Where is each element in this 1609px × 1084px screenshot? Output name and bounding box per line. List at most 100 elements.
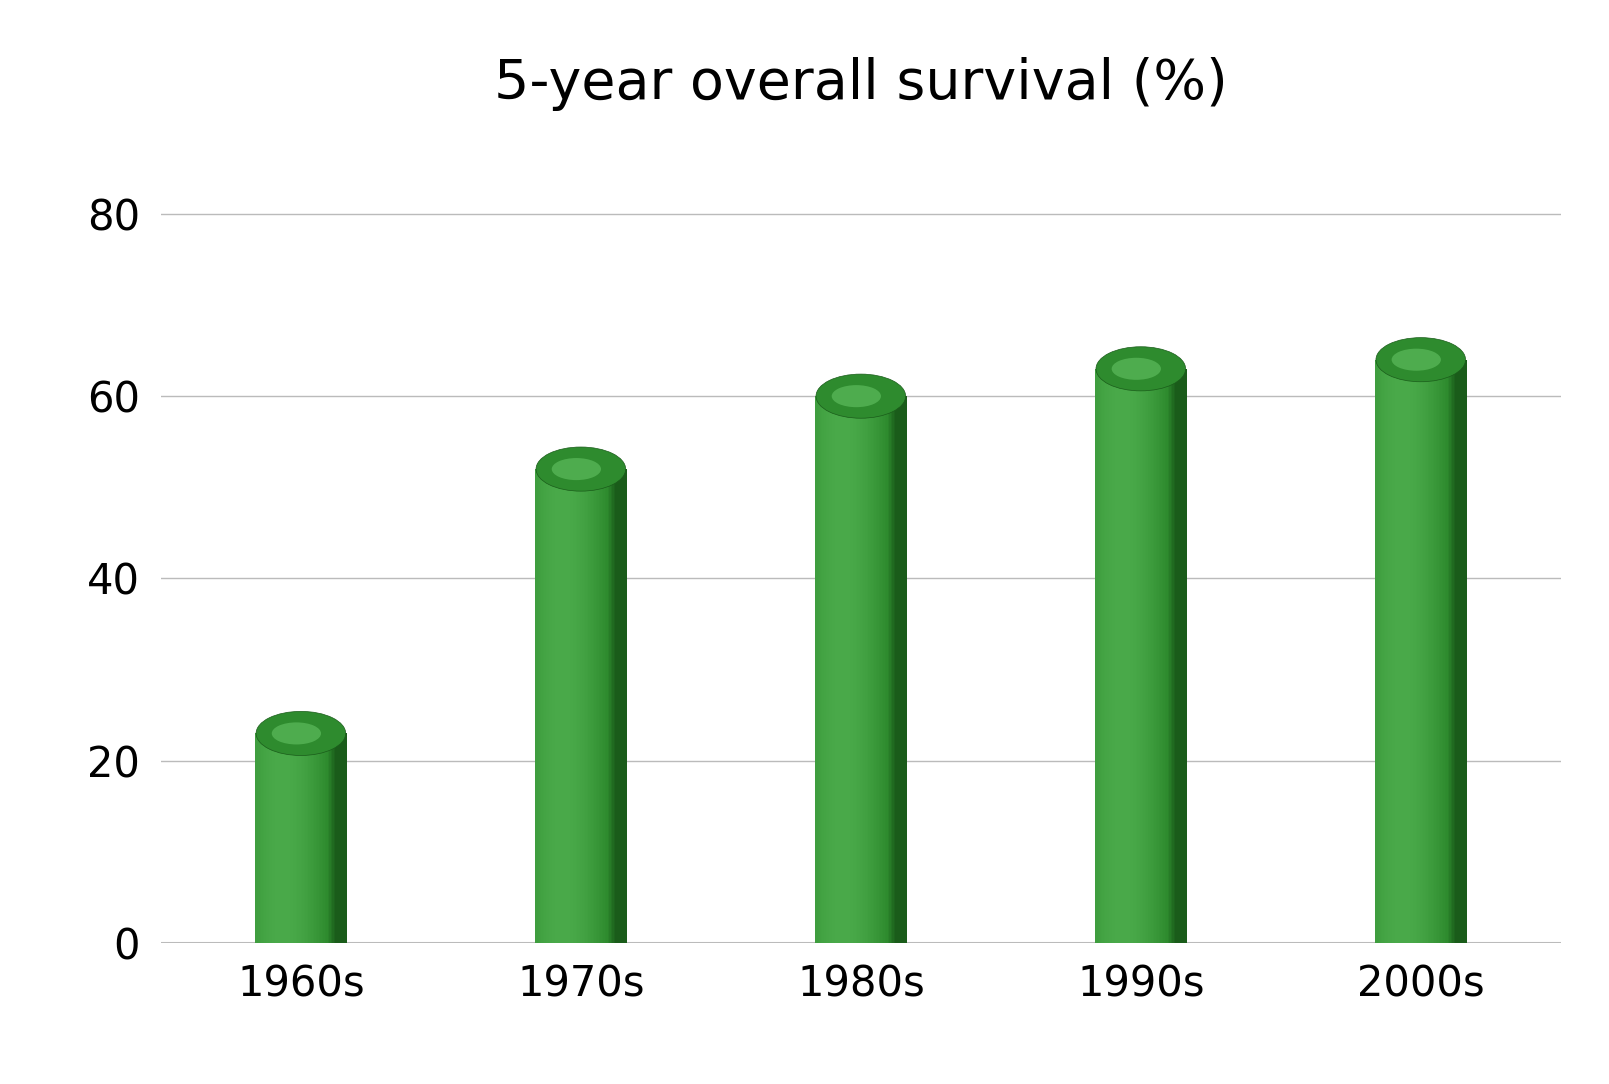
Bar [1184, 369, 1187, 943]
Bar [298, 734, 299, 943]
Bar [874, 396, 877, 943]
Bar [311, 734, 314, 943]
Bar [903, 396, 906, 943]
Bar [1432, 360, 1435, 943]
Bar [851, 396, 854, 943]
Bar [1393, 360, 1395, 943]
Bar [1154, 369, 1157, 943]
Bar [267, 734, 269, 943]
Bar [898, 396, 901, 943]
Bar [1146, 369, 1147, 943]
Bar [1456, 360, 1459, 943]
Bar [830, 396, 832, 943]
Bar [1131, 369, 1134, 943]
Bar [819, 396, 822, 943]
Bar [1416, 360, 1418, 943]
Bar [882, 396, 883, 943]
Bar [1384, 360, 1387, 943]
Bar [259, 734, 262, 943]
Ellipse shape [536, 447, 626, 491]
Bar [856, 396, 858, 943]
Bar [573, 469, 574, 943]
Bar [314, 734, 317, 943]
Bar [1139, 369, 1141, 943]
Bar [904, 396, 907, 943]
Bar [817, 396, 821, 943]
Bar [534, 469, 537, 943]
Bar [1414, 360, 1416, 943]
Bar [899, 396, 903, 943]
Bar [843, 396, 846, 943]
Bar [1437, 360, 1440, 943]
Bar [1144, 369, 1146, 943]
Bar [1379, 360, 1382, 943]
Bar [254, 734, 257, 943]
Bar [557, 469, 558, 943]
Bar [610, 469, 611, 943]
Bar [280, 734, 282, 943]
Bar [1403, 360, 1406, 943]
Bar [282, 734, 283, 943]
Bar [552, 469, 553, 943]
Bar [822, 396, 825, 943]
Bar [1147, 369, 1150, 943]
Bar [327, 734, 328, 943]
Bar [1136, 369, 1138, 943]
Bar [1422, 360, 1424, 943]
Bar [544, 469, 547, 943]
Bar [296, 734, 298, 943]
Bar [595, 469, 599, 943]
Bar [591, 469, 594, 943]
Bar [1178, 369, 1181, 943]
Bar [1152, 369, 1155, 943]
Bar [842, 396, 845, 943]
Bar [320, 734, 322, 943]
Ellipse shape [1096, 347, 1186, 391]
Bar [339, 734, 343, 943]
Bar [1101, 369, 1104, 943]
Bar [570, 469, 573, 943]
Bar [322, 734, 323, 943]
Bar [861, 396, 862, 943]
Bar [1440, 360, 1442, 943]
Bar [325, 734, 327, 943]
Bar [328, 734, 330, 943]
Bar [555, 469, 557, 943]
Bar [1170, 369, 1171, 943]
Bar [1429, 360, 1432, 943]
Bar [1110, 369, 1112, 943]
Bar [307, 734, 311, 943]
Bar [560, 469, 562, 943]
Bar [1434, 360, 1437, 943]
Bar [888, 396, 890, 943]
Bar [265, 734, 267, 943]
Bar [901, 396, 904, 943]
Bar [545, 469, 547, 943]
Bar [1105, 369, 1107, 943]
Bar [608, 469, 610, 943]
Bar [615, 469, 616, 943]
Ellipse shape [272, 722, 322, 745]
Bar [1163, 369, 1165, 943]
Bar [1401, 360, 1403, 943]
Bar [1130, 369, 1133, 943]
Bar [584, 469, 586, 943]
Bar [1392, 360, 1393, 943]
Bar [330, 734, 331, 943]
Bar [1162, 369, 1163, 943]
Ellipse shape [1112, 358, 1162, 379]
Bar [262, 734, 265, 943]
Bar [1463, 360, 1466, 943]
Bar [537, 469, 541, 943]
Bar [282, 734, 285, 943]
Bar [589, 469, 592, 943]
Bar [850, 396, 853, 943]
Bar [1094, 369, 1097, 943]
Bar [875, 396, 879, 943]
Ellipse shape [256, 711, 346, 756]
Bar [562, 469, 565, 943]
Bar [1451, 360, 1453, 943]
Bar [615, 469, 618, 943]
Bar [1179, 369, 1183, 943]
Bar [619, 469, 623, 943]
